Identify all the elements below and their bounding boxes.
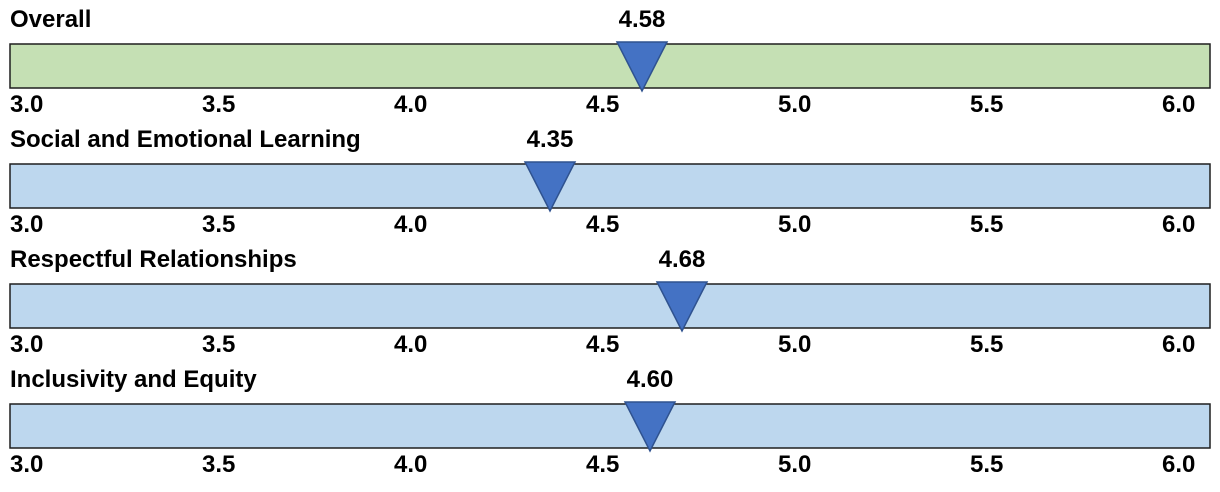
tick-label: 5.5 <box>970 451 1003 478</box>
tick-label: 4.0 <box>394 451 427 478</box>
tick-label: 5.0 <box>778 451 811 478</box>
range-bar <box>9 43 1211 89</box>
tick-label: 3.5 <box>202 451 235 478</box>
range-bar <box>9 163 1211 209</box>
range-bar <box>9 283 1211 329</box>
bullet-row: Overall 4.58 3.0 3.5 4.0 4.5 5.0 5.5 6.0 <box>9 6 1211 118</box>
tick-label: 4.0 <box>394 91 427 118</box>
value-label: 4.35 <box>527 126 574 153</box>
tick-label: 6.0 <box>1162 451 1195 478</box>
row-title: Overall <box>10 6 91 33</box>
row-title: Respectful Relationships <box>10 246 297 273</box>
tick-label: 4.5 <box>586 451 619 478</box>
tick-label: 3.5 <box>202 331 235 358</box>
value-label: 4.58 <box>619 6 666 33</box>
value-marker <box>655 281 709 333</box>
value-marker <box>523 161 577 213</box>
tick-label: 4.0 <box>394 331 427 358</box>
tick-label: 3.5 <box>202 91 235 118</box>
tick-label: 5.0 <box>778 91 811 118</box>
tick-label: 5.5 <box>970 331 1003 358</box>
tick-label: 5.5 <box>970 91 1003 118</box>
tick-label: 5.0 <box>778 331 811 358</box>
tick-label: 3.0 <box>10 91 43 118</box>
row-title: Social and Emotional Learning <box>10 126 361 153</box>
tick-label: 5.0 <box>778 211 811 238</box>
tick-label: 3.0 <box>10 451 43 478</box>
bullet-row: Inclusivity and Equity 4.60 3.0 3.5 4.0 4.5 5.… <box>9 366 1211 478</box>
tick-label: 6.0 <box>1162 211 1195 238</box>
range-bar <box>9 403 1211 449</box>
tick-label: 3.0 <box>10 331 43 358</box>
tick-label: 4.5 <box>586 91 619 118</box>
tick-label: 4.5 <box>586 211 619 238</box>
value-marker <box>615 41 669 93</box>
tick-label: 4.5 <box>586 331 619 358</box>
tick-label: 4.0 <box>394 211 427 238</box>
tick-label: 6.0 <box>1162 331 1195 358</box>
row-title: Inclusivity and Equity <box>10 366 257 393</box>
value-marker <box>623 401 677 453</box>
tick-label: 3.5 <box>202 211 235 238</box>
tick-label: 5.5 <box>970 211 1003 238</box>
bullet-row: Social and Emotional Learning 4.35 3.0 3.5 4… <box>9 126 1211 238</box>
tick-label: 3.0 <box>10 211 43 238</box>
bullet-row: Respectful Relationships 4.68 3.0 3.5 4.0 4.5… <box>9 246 1211 358</box>
value-label: 4.68 <box>659 246 706 273</box>
tick-label: 6.0 <box>1162 91 1195 118</box>
value-label: 4.60 <box>627 366 674 393</box>
